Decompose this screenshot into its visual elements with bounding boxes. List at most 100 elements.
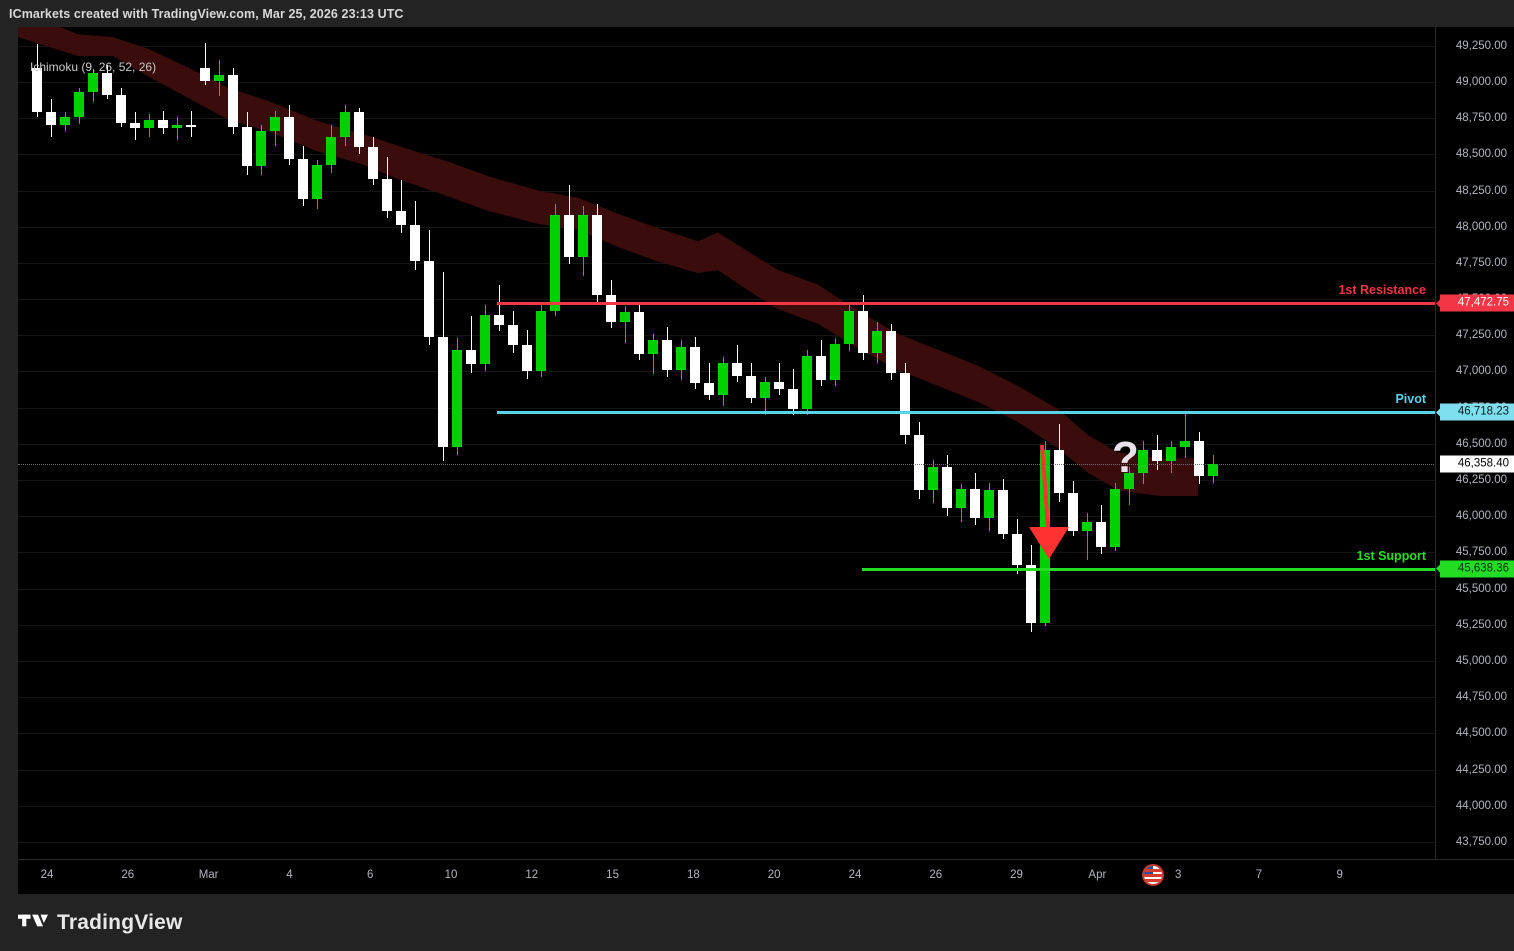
tradingview-logo-text: TradingView xyxy=(57,910,183,934)
candle-body xyxy=(718,362,728,395)
candle-body xyxy=(788,388,798,410)
candle-body xyxy=(1026,565,1036,624)
candle-body xyxy=(998,490,1008,534)
gridline xyxy=(18,226,1436,228)
candle-body xyxy=(704,383,714,395)
question-mark-annotation[interactable]: ? xyxy=(1112,433,1139,483)
gridline xyxy=(18,45,1436,47)
candle-body xyxy=(452,349,462,447)
gridline xyxy=(18,841,1436,843)
time-axis-label: 4 xyxy=(286,869,293,881)
level-line-1st-resistance[interactable] xyxy=(497,302,1436,306)
candle-body xyxy=(144,119,154,129)
gridline xyxy=(18,588,1436,590)
level-line-pivot[interactable] xyxy=(497,411,1436,415)
candle-body xyxy=(410,225,420,262)
candle-body xyxy=(1180,440,1190,447)
gridline xyxy=(18,443,1436,445)
candle-body xyxy=(886,330,896,373)
price-tag-1st-resistance[interactable]: 47,472.75 xyxy=(1436,294,1514,312)
candle-body xyxy=(1166,446,1176,462)
candle-body xyxy=(816,355,826,381)
candle-wick xyxy=(709,362,710,401)
chart-attribution-header: ICmarkets created with TradingView.com, … xyxy=(0,0,1514,27)
gridline xyxy=(18,335,1436,337)
chart-plot-area[interactable]: 1st Resistance Pivot 1st Support Ichimoku … xyxy=(18,27,1436,860)
tradingview-logo[interactable]: TradingView xyxy=(18,911,183,935)
candle-body xyxy=(830,343,840,381)
price-tag-last-price[interactable]: 46,358.40 xyxy=(1440,455,1514,473)
candle-body xyxy=(1040,449,1050,624)
candle-body xyxy=(1096,522,1106,547)
time-axis-label: 29 xyxy=(1010,869,1023,881)
candle-wick xyxy=(401,180,402,233)
candle-wick xyxy=(1185,412,1186,459)
price-axis-label: 49,250.00 xyxy=(1455,39,1507,52)
candle-body xyxy=(550,215,560,311)
candle-body xyxy=(634,312,644,355)
candle-body xyxy=(130,122,140,129)
price-axis-label: 44,750.00 xyxy=(1455,691,1507,704)
candle-body xyxy=(592,215,602,295)
price-axis-label: 48,250.00 xyxy=(1455,184,1507,197)
time-axis-label: 6 xyxy=(366,869,374,881)
price-axis-label: 46,000.00 xyxy=(1455,510,1507,523)
time-axis-label: 24 xyxy=(848,869,862,881)
candle-body xyxy=(186,125,196,127)
candle-body xyxy=(214,74,224,81)
price-axis[interactable]: 49,250.00 49,000.00 48,750.00 48,500.00 48,2… xyxy=(1436,27,1514,860)
time-axis-label: 26 xyxy=(121,869,135,881)
candle-body xyxy=(466,349,476,365)
candle-body xyxy=(942,467,952,508)
level-label-1st-support: 1st Support xyxy=(1356,548,1426,563)
price-axis-label: 49,000.00 xyxy=(1455,76,1507,88)
time-axis-label: 24 xyxy=(40,869,54,881)
candle-body xyxy=(494,315,504,326)
candle-body xyxy=(438,336,448,447)
candle-body xyxy=(88,73,98,93)
candle-body xyxy=(690,346,700,384)
price-tag-1st-support[interactable]: 45,638.36 xyxy=(1436,560,1514,578)
candle-body xyxy=(802,355,812,410)
price-axis-label: 48,000.00 xyxy=(1455,220,1507,233)
us-flag-economic-event-icon[interactable] xyxy=(1142,864,1164,886)
candle-body xyxy=(746,375,756,398)
time-axis-label: 15 xyxy=(606,869,619,881)
candle-body xyxy=(116,95,126,123)
candle-body xyxy=(242,126,252,166)
gridline xyxy=(18,154,1436,156)
price-axis-label: 47,250.00 xyxy=(1455,329,1507,342)
gridline xyxy=(18,190,1436,192)
level-line-1st-support[interactable] xyxy=(862,567,1436,571)
candle-body xyxy=(774,381,784,389)
price-axis-label: 44,250.00 xyxy=(1455,763,1507,776)
candle-body xyxy=(1138,449,1148,473)
candle-body xyxy=(1110,488,1120,547)
price-axis-label: 44,500.00 xyxy=(1455,727,1507,740)
last-price-line xyxy=(18,464,1436,466)
candle-body xyxy=(340,112,350,137)
candle-body xyxy=(158,119,168,129)
candle-body xyxy=(914,435,924,491)
ichimoku-cloud-shape xyxy=(18,27,1198,496)
candle-body xyxy=(606,294,616,323)
candle-body xyxy=(760,381,770,398)
price-tag-pointer xyxy=(1436,299,1440,308)
time-axis-label: Mar xyxy=(198,869,219,881)
candle-body xyxy=(536,310,546,372)
candle-body xyxy=(74,92,84,117)
candle-body xyxy=(326,137,336,165)
level-label-pivot: Pivot xyxy=(1395,392,1426,407)
candle-body xyxy=(872,330,882,353)
candle-wick xyxy=(205,42,206,85)
price-axis-label: 45,000.00 xyxy=(1455,654,1507,667)
time-axis[interactable]: 24 26 Mar 4 6 10 12 15 18 20 24 26 29 Apr 3 7 9 xyxy=(18,860,1514,894)
candle-body xyxy=(228,74,238,127)
flag-stripe xyxy=(1144,884,1162,886)
candle-body xyxy=(1124,472,1134,489)
gridline xyxy=(18,805,1436,807)
time-axis-label: 7 xyxy=(1255,869,1263,881)
candle-body xyxy=(480,315,490,365)
price-tag-pivot[interactable]: 46,718.23 xyxy=(1436,403,1514,421)
